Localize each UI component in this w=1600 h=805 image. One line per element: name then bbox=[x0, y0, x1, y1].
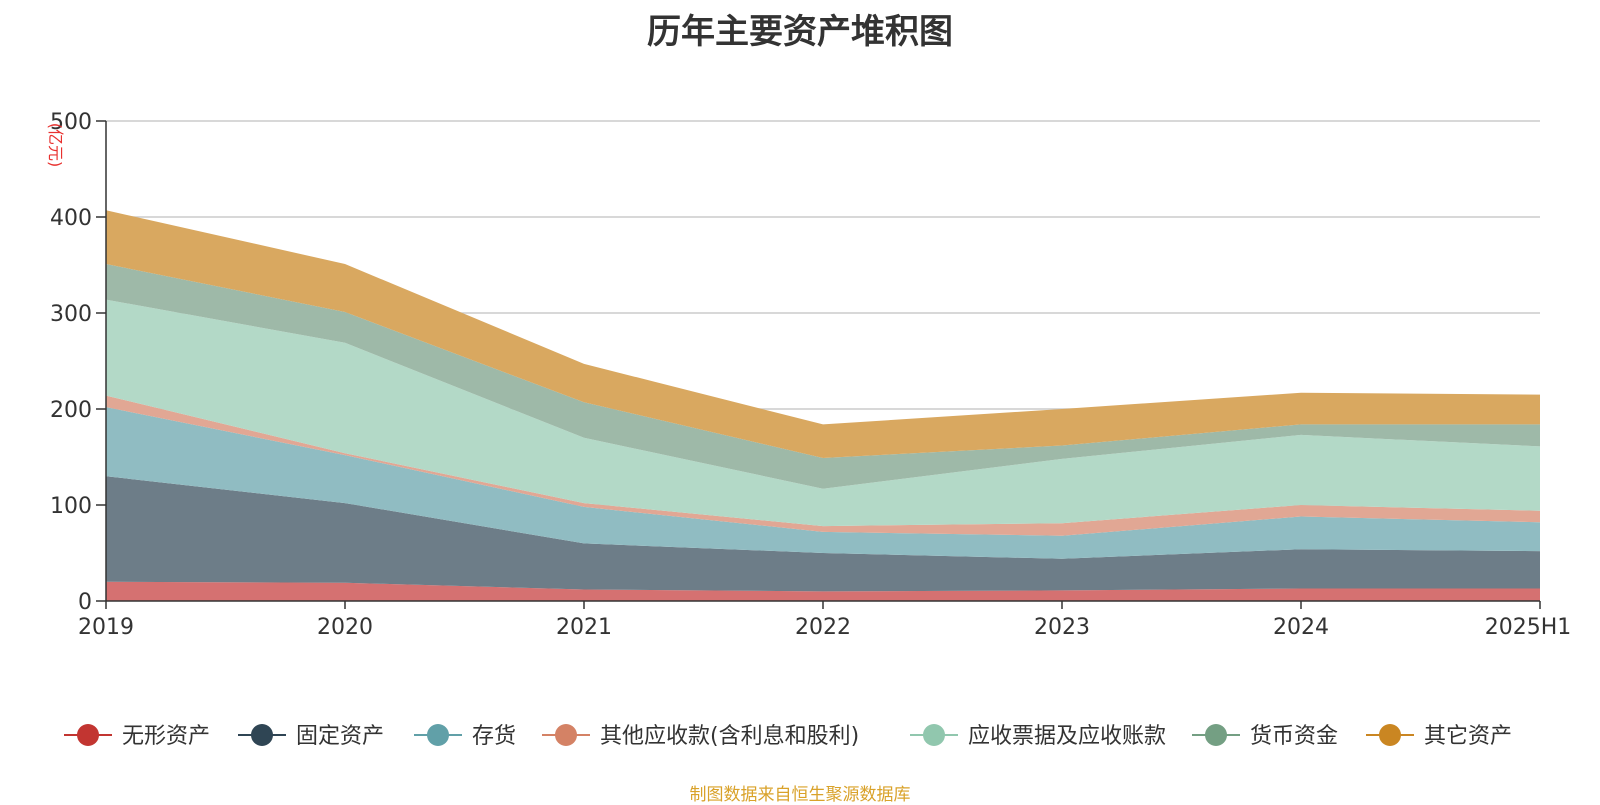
legend-marker-5 bbox=[1205, 724, 1227, 746]
legend-marker-4 bbox=[923, 724, 945, 746]
legend-label-5: 货币资金 bbox=[1250, 724, 1338, 749]
legend-marker-2 bbox=[427, 724, 449, 746]
axes bbox=[96, 120, 1541, 609]
legend[interactable]: 无形资产 固定资产 存货 其他应收款(含利息和股利) 应收票据及应收账款 货币资金 其它资产 bbox=[64, 724, 1512, 749]
stacked-areas bbox=[106, 210, 1540, 601]
y-tick-label-300: 300 bbox=[50, 302, 92, 327]
y-tick-label-0: 0 bbox=[78, 590, 92, 615]
x-tick-label-2025H1: 2025H1 bbox=[1485, 615, 1572, 640]
legend-label-0: 无形资产 bbox=[122, 724, 210, 749]
y-tick-label-400: 400 bbox=[50, 206, 92, 231]
area-series-1 bbox=[106, 476, 1540, 592]
y-axis-unit-label: (亿元) bbox=[46, 123, 65, 168]
legend-label-2: 存货 bbox=[472, 724, 516, 749]
x-tick-label-2019: 2019 bbox=[78, 615, 134, 640]
legend-item-0[interactable]: 无形资产 bbox=[64, 724, 210, 749]
legend-item-2[interactable]: 存货 bbox=[414, 724, 516, 749]
y-tick-label-200: 200 bbox=[50, 398, 92, 423]
x-tick-label-2023: 2023 bbox=[1034, 615, 1090, 640]
tick-labels: 0 100 200 300 400 500 2019 2020 2021 2022 2023 2024… bbox=[50, 110, 1571, 640]
data-source-note: 制图数据来自恒生聚源数据库 bbox=[689, 785, 911, 805]
legend-marker-0 bbox=[77, 724, 99, 746]
legend-item-1[interactable]: 固定资产 bbox=[238, 724, 384, 749]
y-tick-label-100: 100 bbox=[50, 494, 92, 519]
legend-label-3: 其他应收款(含利息和股利) bbox=[600, 724, 859, 749]
x-tick-label-2020: 2020 bbox=[317, 615, 373, 640]
legend-marker-1 bbox=[251, 724, 273, 746]
area-series-4 bbox=[106, 299, 1540, 527]
x-tick-label-2022: 2022 bbox=[795, 615, 851, 640]
legend-label-1: 固定资产 bbox=[296, 724, 384, 749]
legend-marker-6 bbox=[1379, 724, 1401, 746]
legend-item-3[interactable]: 其他应收款(含利息和股利) bbox=[542, 724, 859, 749]
legend-item-4[interactable]: 应收票据及应收账款 bbox=[910, 724, 1166, 749]
area-series-2 bbox=[106, 407, 1540, 559]
x-tick-label-2024: 2024 bbox=[1273, 615, 1329, 640]
legend-label-6: 其它资产 bbox=[1424, 724, 1512, 749]
legend-label-4: 应收票据及应收账款 bbox=[968, 724, 1166, 749]
x-tick-label-2021: 2021 bbox=[556, 615, 612, 640]
chart-title: 历年主要资产堆积图 bbox=[647, 12, 953, 52]
legend-marker-3 bbox=[555, 724, 577, 746]
legend-item-5[interactable]: 货币资金 bbox=[1192, 724, 1338, 749]
legend-item-6[interactable]: 其它资产 bbox=[1366, 724, 1512, 749]
y-tick-label-500: 500 bbox=[50, 110, 92, 135]
